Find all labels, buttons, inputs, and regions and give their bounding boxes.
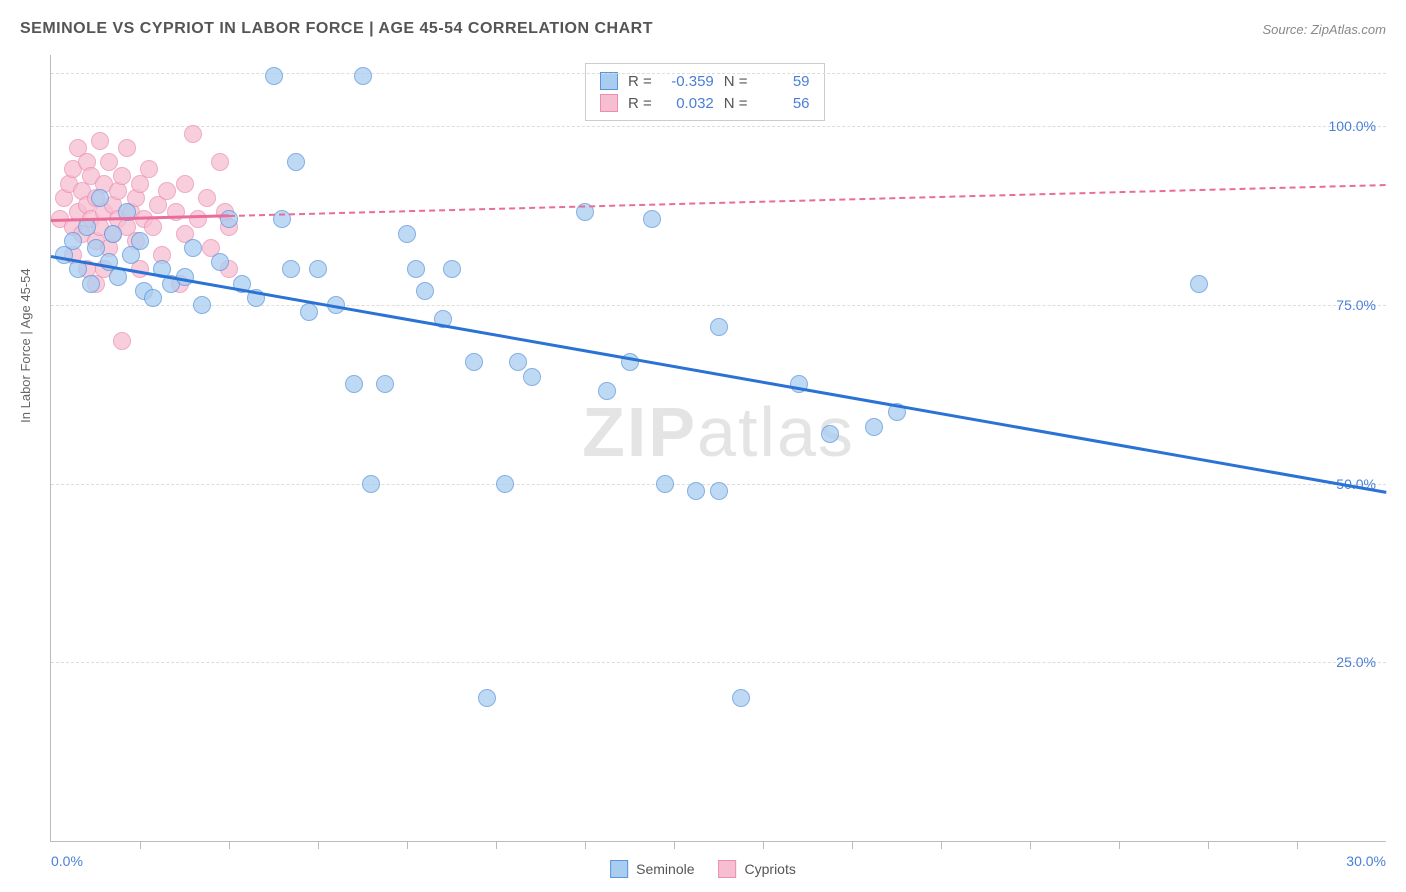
data-point [643, 210, 661, 228]
data-point [100, 153, 118, 171]
y-tick-label: 25.0% [1336, 654, 1376, 670]
data-point [144, 289, 162, 307]
x-tick [496, 841, 497, 849]
data-point [198, 189, 216, 207]
data-point [376, 375, 394, 393]
data-point [91, 189, 109, 207]
x-tick [674, 841, 675, 849]
y-tick-label: 75.0% [1336, 297, 1376, 313]
x-tick [318, 841, 319, 849]
data-point [509, 353, 527, 371]
trend-line [51, 255, 1386, 493]
legend-item: Cypriots [719, 860, 796, 878]
legend: Seminole Cypriots [610, 860, 796, 878]
data-point [496, 475, 514, 493]
y-axis-label: In Labor Force | Age 45-54 [18, 268, 33, 422]
gridline [51, 126, 1386, 127]
x-tick [1119, 841, 1120, 849]
x-tick [229, 841, 230, 849]
data-point [300, 303, 318, 321]
x-tick [1030, 841, 1031, 849]
data-point [398, 225, 416, 243]
y-tick-label: 100.0% [1329, 118, 1376, 134]
data-point [167, 203, 185, 221]
x-tick [852, 841, 853, 849]
data-point [220, 210, 238, 228]
x-tick [763, 841, 764, 849]
x-tick [941, 841, 942, 849]
data-point [687, 482, 705, 500]
data-point [345, 375, 363, 393]
data-point [184, 239, 202, 257]
watermark: ZIPatlas [582, 392, 855, 472]
data-point [87, 239, 105, 257]
data-point [82, 275, 100, 293]
data-point [265, 67, 283, 85]
data-point [158, 182, 176, 200]
x-tick [1297, 841, 1298, 849]
chart-plot-area: ZIPatlas R = -0.359 N = 59 R = 0.032 N =… [50, 55, 1386, 842]
data-point [865, 418, 883, 436]
source-attribution: Source: ZipAtlas.com [1262, 22, 1386, 37]
data-point [282, 260, 300, 278]
data-point [189, 210, 207, 228]
data-point [732, 689, 750, 707]
correlation-stats-box: R = -0.359 N = 59 R = 0.032 N = 56 [585, 63, 825, 121]
data-point [710, 482, 728, 500]
data-point [309, 260, 327, 278]
legend-item: Seminole [610, 860, 694, 878]
data-point [104, 225, 122, 243]
trend-line [229, 184, 1386, 217]
data-point [710, 318, 728, 336]
stat-row: R = 0.032 N = 56 [600, 92, 810, 114]
x-tick [1208, 841, 1209, 849]
data-point [211, 153, 229, 171]
data-point [118, 139, 136, 157]
data-point [478, 689, 496, 707]
data-point [64, 232, 82, 250]
data-point [416, 282, 434, 300]
series-swatch [719, 860, 737, 878]
data-point [443, 260, 461, 278]
data-point [91, 132, 109, 150]
gridline [51, 662, 1386, 663]
data-point [144, 218, 162, 236]
data-point [362, 475, 380, 493]
data-point [211, 253, 229, 271]
data-point [821, 425, 839, 443]
data-point [523, 368, 541, 386]
series-swatch [600, 94, 618, 112]
x-tick [585, 841, 586, 849]
data-point [140, 160, 158, 178]
data-point [465, 353, 483, 371]
x-tick [407, 841, 408, 849]
data-point [113, 332, 131, 350]
data-point [656, 475, 674, 493]
data-point [1190, 275, 1208, 293]
data-point [176, 175, 194, 193]
x-tick-label: 0.0% [51, 853, 83, 869]
series-swatch [610, 860, 628, 878]
data-point [287, 153, 305, 171]
x-tick [140, 841, 141, 849]
data-point [354, 67, 372, 85]
data-point [407, 260, 425, 278]
series-swatch [600, 72, 618, 90]
data-point [184, 125, 202, 143]
data-point [113, 167, 131, 185]
chart-title: SEMINOLE VS CYPRIOT IN LABOR FORCE | AGE… [20, 20, 653, 38]
data-point [598, 382, 616, 400]
x-tick-label: 30.0% [1346, 853, 1386, 869]
data-point [193, 296, 211, 314]
data-point [131, 232, 149, 250]
